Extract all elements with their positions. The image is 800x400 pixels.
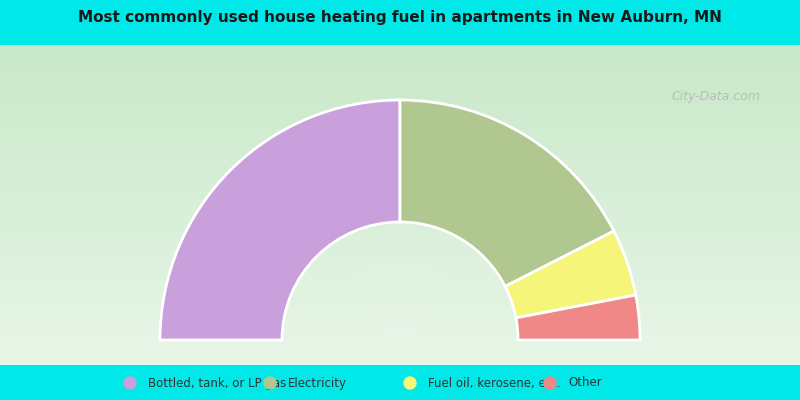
Polygon shape bbox=[0, 228, 800, 232]
Text: City-Data.com: City-Data.com bbox=[671, 90, 760, 103]
Polygon shape bbox=[0, 204, 800, 208]
Polygon shape bbox=[0, 268, 800, 272]
Polygon shape bbox=[0, 142, 800, 146]
Polygon shape bbox=[0, 342, 800, 346]
Polygon shape bbox=[0, 155, 800, 159]
Polygon shape bbox=[0, 285, 800, 289]
Polygon shape bbox=[0, 334, 800, 338]
Polygon shape bbox=[0, 220, 800, 224]
Circle shape bbox=[544, 377, 556, 389]
Polygon shape bbox=[0, 252, 800, 256]
Circle shape bbox=[264, 377, 276, 389]
Text: Most commonly used house heating fuel in apartments in New Auburn, MN: Most commonly used house heating fuel in… bbox=[78, 10, 722, 25]
Polygon shape bbox=[0, 260, 800, 264]
Polygon shape bbox=[0, 126, 800, 130]
Polygon shape bbox=[0, 338, 800, 342]
Text: Bottled, tank, or LP gas: Bottled, tank, or LP gas bbox=[148, 376, 286, 390]
Polygon shape bbox=[0, 224, 800, 228]
Polygon shape bbox=[0, 325, 800, 329]
Polygon shape bbox=[0, 90, 800, 94]
Polygon shape bbox=[0, 208, 800, 212]
Polygon shape bbox=[0, 45, 800, 49]
Polygon shape bbox=[0, 65, 800, 69]
Polygon shape bbox=[0, 329, 800, 334]
Polygon shape bbox=[0, 175, 800, 179]
Polygon shape bbox=[0, 232, 800, 236]
Polygon shape bbox=[0, 130, 800, 134]
Polygon shape bbox=[0, 313, 800, 317]
Polygon shape bbox=[0, 191, 800, 195]
Polygon shape bbox=[0, 305, 800, 309]
Polygon shape bbox=[0, 167, 800, 171]
Polygon shape bbox=[0, 69, 800, 74]
Polygon shape bbox=[0, 293, 800, 297]
Polygon shape bbox=[0, 61, 800, 65]
Wedge shape bbox=[505, 231, 636, 318]
Polygon shape bbox=[0, 301, 800, 305]
Polygon shape bbox=[0, 248, 800, 252]
Polygon shape bbox=[0, 163, 800, 167]
Polygon shape bbox=[0, 82, 800, 86]
Wedge shape bbox=[516, 295, 640, 340]
Polygon shape bbox=[0, 297, 800, 301]
Polygon shape bbox=[0, 276, 800, 281]
Text: Electricity: Electricity bbox=[288, 376, 347, 390]
Polygon shape bbox=[0, 195, 800, 199]
Polygon shape bbox=[0, 240, 800, 244]
Polygon shape bbox=[0, 216, 800, 220]
Polygon shape bbox=[0, 272, 800, 276]
Polygon shape bbox=[0, 289, 800, 293]
Polygon shape bbox=[0, 362, 800, 366]
Wedge shape bbox=[160, 100, 400, 340]
Polygon shape bbox=[0, 366, 800, 370]
Polygon shape bbox=[0, 151, 800, 155]
Polygon shape bbox=[0, 122, 800, 126]
Polygon shape bbox=[0, 159, 800, 163]
Polygon shape bbox=[0, 106, 800, 110]
Polygon shape bbox=[0, 236, 800, 240]
Polygon shape bbox=[0, 309, 800, 313]
Polygon shape bbox=[0, 256, 800, 260]
Polygon shape bbox=[0, 102, 800, 106]
Polygon shape bbox=[0, 264, 800, 268]
Polygon shape bbox=[0, 183, 800, 187]
Polygon shape bbox=[0, 57, 800, 61]
Polygon shape bbox=[0, 94, 800, 98]
Polygon shape bbox=[0, 199, 800, 204]
Polygon shape bbox=[0, 110, 800, 114]
Polygon shape bbox=[0, 358, 800, 362]
Polygon shape bbox=[0, 350, 800, 354]
Polygon shape bbox=[0, 281, 800, 285]
Text: Fuel oil, kerosene, etc.: Fuel oil, kerosene, etc. bbox=[428, 376, 561, 390]
Polygon shape bbox=[0, 317, 800, 321]
Polygon shape bbox=[0, 0, 800, 35]
Polygon shape bbox=[0, 365, 800, 400]
Polygon shape bbox=[0, 53, 800, 57]
Polygon shape bbox=[0, 138, 800, 142]
Polygon shape bbox=[0, 354, 800, 358]
Polygon shape bbox=[0, 171, 800, 175]
Polygon shape bbox=[0, 49, 800, 53]
Polygon shape bbox=[0, 86, 800, 90]
Text: Other: Other bbox=[568, 376, 602, 390]
Circle shape bbox=[124, 377, 136, 389]
Wedge shape bbox=[400, 100, 614, 286]
Polygon shape bbox=[0, 212, 800, 216]
Polygon shape bbox=[0, 346, 800, 350]
Polygon shape bbox=[0, 179, 800, 183]
Polygon shape bbox=[0, 187, 800, 191]
Circle shape bbox=[404, 377, 416, 389]
Polygon shape bbox=[0, 114, 800, 118]
Polygon shape bbox=[0, 146, 800, 151]
Polygon shape bbox=[0, 321, 800, 325]
Polygon shape bbox=[0, 78, 800, 82]
Polygon shape bbox=[0, 98, 800, 102]
Polygon shape bbox=[0, 134, 800, 138]
Polygon shape bbox=[0, 118, 800, 122]
Polygon shape bbox=[0, 74, 800, 78]
Polygon shape bbox=[0, 244, 800, 248]
